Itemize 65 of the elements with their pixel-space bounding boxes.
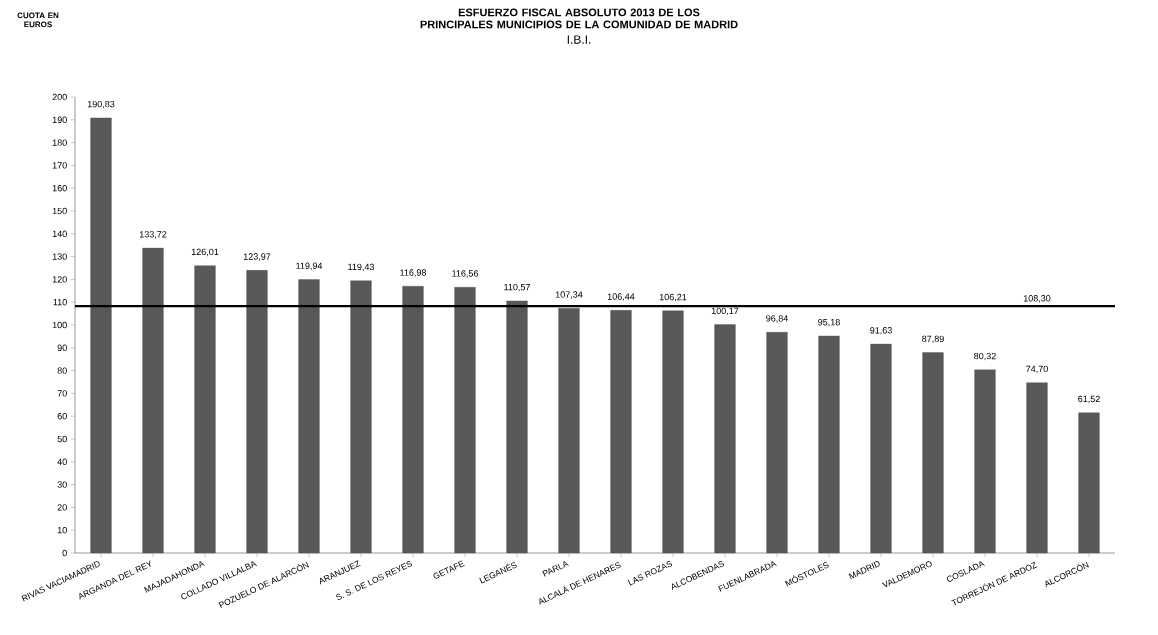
data-label: 116,56	[452, 270, 479, 278]
y-tick-label: 90	[57, 344, 67, 351]
text: CUOTA EN EUROS	[17, 12, 59, 28]
ref-line-label: 108,30	[1023, 295, 1051, 303]
bar	[1078, 412, 1100, 554]
y-tick-label: 120	[52, 276, 67, 283]
chart-title: ESFUERZO FISCAL ABSOLUTO 2013 DE LOS PRINCIPALES MUNICIPIOS DE LA COMUNIDAD DE MADRID	[420, 8, 738, 29]
data-label: 80,32	[974, 352, 996, 361]
data-label: 95,18	[818, 319, 840, 327]
data-label: 96,84	[766, 315, 788, 323]
y-tick-label: 100	[52, 321, 67, 329]
y-tick-label: 200	[52, 93, 67, 101]
y-tick-label: 170	[52, 162, 67, 169]
y-tick-label: 190	[52, 116, 67, 123]
y-tick-label: 50	[57, 435, 67, 443]
bar	[558, 308, 580, 554]
y-tick-label: 30	[57, 481, 67, 488]
bar	[142, 247, 164, 554]
y-tick-label: 180	[52, 139, 67, 146]
data-label: 119,43	[348, 263, 375, 272]
y-tick-label: 40	[57, 458, 67, 465]
data-label: 126,01	[191, 248, 219, 257]
bar	[1026, 382, 1048, 554]
data-label: 74,70	[1026, 365, 1048, 374]
bar	[454, 287, 476, 554]
y-tick-label: 10	[57, 527, 67, 534]
bar	[766, 332, 788, 554]
bar	[194, 265, 216, 554]
data-label: 133,72	[139, 231, 167, 239]
y-tick-label: 110	[53, 299, 67, 306]
bar	[974, 369, 996, 554]
bar	[402, 286, 424, 554]
y-tick-label: 0	[62, 549, 67, 557]
bar	[662, 310, 684, 554]
bar	[870, 343, 892, 554]
y-tick-label: 60	[57, 413, 67, 420]
bar	[506, 300, 528, 554]
y-tick-label: 80	[57, 367, 67, 374]
y-tick-label: 140	[52, 230, 67, 237]
data-label: 119,94	[296, 262, 323, 270]
data-label: 106,44	[607, 293, 635, 301]
data-label: 100,17	[711, 307, 739, 316]
chart-subtitle: I.B.I.	[567, 35, 591, 44]
bar	[818, 335, 840, 554]
bar	[922, 352, 944, 554]
bar	[714, 324, 736, 554]
bar	[246, 270, 268, 554]
data-label: 116,98	[400, 269, 427, 277]
data-label: 61,52	[1078, 395, 1100, 404]
data-label: 91,63	[870, 327, 892, 335]
data-label: 123,97	[243, 253, 271, 261]
y-tick-label: 20	[57, 504, 67, 511]
data-label: 190,83	[87, 100, 115, 109]
y-tick-label: 160	[52, 185, 67, 192]
data-label: 87,89	[922, 335, 944, 344]
data-label: 106,21	[659, 293, 687, 302]
bar	[610, 310, 632, 554]
bar	[298, 279, 320, 554]
y-tick-label: 70	[57, 390, 67, 397]
y-tick-label: 130	[52, 253, 67, 260]
y-tick-label: 150	[52, 207, 67, 215]
data-label: 110,57	[504, 283, 530, 292]
bar	[350, 280, 372, 554]
bar	[90, 117, 112, 554]
data-label: 107,34	[555, 291, 583, 299]
